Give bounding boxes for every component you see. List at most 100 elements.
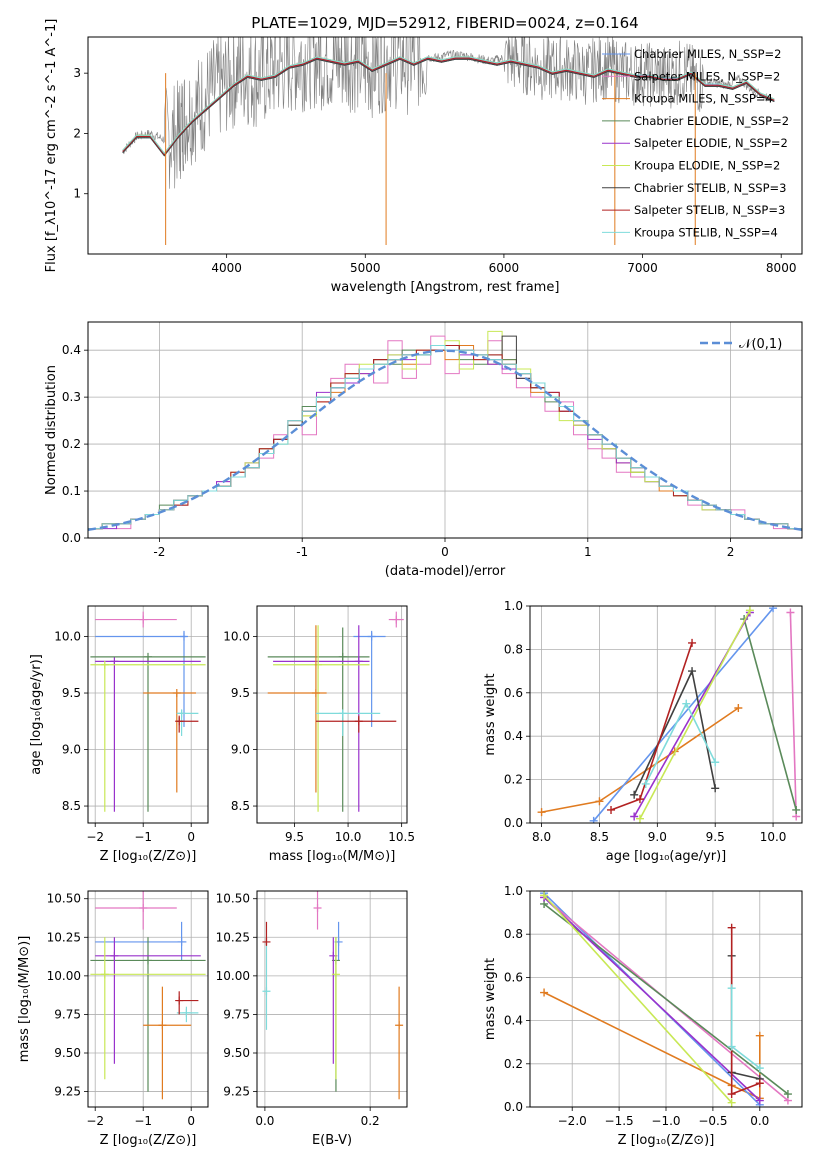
weight-marker	[792, 805, 801, 814]
panel-weight_vs_age: 8.0 8.5 9.0 9.5 10.0 0.0 0.2 0.4 0.6 0.8 1.0 age [l…	[483, 599, 803, 864]
x-tick-label: −1	[134, 1114, 152, 1128]
weight-line	[543, 896, 761, 1102]
y-tick-label: 10.50	[216, 892, 250, 906]
weight-marker	[595, 797, 604, 806]
x-tick-label: −2	[86, 1114, 104, 1128]
axes-frame	[529, 605, 803, 824]
weight-marker	[755, 1031, 764, 1040]
y-tick-label: 0.2	[504, 1057, 523, 1071]
data-point	[177, 937, 186, 946]
x-tick-label: 0	[187, 1114, 195, 1128]
y-tick-label: 9.75	[54, 1007, 81, 1021]
data-point	[338, 652, 347, 661]
x-tick-label: 9.5	[706, 830, 725, 844]
y-tick-label: 9.75	[223, 1007, 250, 1021]
y-tick-label: 10.0	[54, 630, 81, 644]
data-point	[262, 987, 271, 996]
weight-marker	[755, 1079, 764, 1088]
weight-marker	[727, 923, 736, 932]
weight-marker	[540, 891, 549, 900]
y-tick-label: 0.2	[504, 773, 523, 787]
y-tick-label: 0.6	[504, 686, 523, 700]
weight-marker	[783, 1090, 792, 1099]
y-tick-label: 0.1	[62, 484, 81, 498]
weight-marker	[589, 816, 598, 823]
weight-marker	[635, 795, 644, 804]
data-point	[180, 632, 188, 641]
x-axis-label: age [log₁₀(age/yr)]	[606, 849, 727, 864]
x-axis-label: Z [log₁₀(Z/Z⊙)]	[618, 1133, 715, 1148]
x-tick-label: −2.0	[558, 1114, 587, 1128]
weight-line	[639, 609, 751, 820]
data-point	[158, 1021, 167, 1030]
y-tick-label: 8.5	[62, 799, 81, 813]
weight-marker	[755, 1064, 764, 1073]
weight-marker	[711, 758, 720, 767]
weight-marker	[727, 1098, 736, 1107]
plot-area	[90, 611, 206, 812]
y-tick-label: 9.25	[54, 1085, 81, 1099]
x-tick-label: 8.0	[532, 830, 551, 844]
weight-marker	[537, 808, 546, 817]
weight-line	[789, 612, 797, 817]
x-tick-label: 10.5	[388, 830, 415, 844]
weight-line	[541, 707, 739, 813]
x-tick-label: 8000	[766, 261, 797, 275]
x-tick-label: −2	[86, 830, 104, 844]
x-tick-label: 9.5	[285, 830, 304, 844]
data-point	[354, 657, 363, 666]
y-tick-label: 2	[73, 126, 81, 140]
y-tick-label: 0.3	[62, 390, 81, 404]
x-tick-label: 5000	[350, 261, 381, 275]
axes-frame	[529, 890, 803, 1108]
legend-label: Salpeter STELIB, N_SSP=3	[634, 203, 785, 217]
y-tick-label: 0.8	[504, 927, 523, 941]
weight-marker	[727, 984, 736, 993]
x-tick-label: 0.2	[361, 1114, 380, 1128]
x-axis-label: mass [log₁₀(M/M⊙)]	[269, 849, 396, 864]
y-tick-label: 0.4	[504, 1014, 523, 1028]
weight-line	[543, 894, 733, 1104]
panel-age_vs_Z: −2 −1 0 8.5 9.0 9.5 10.0 Z [log₁₀(Z/Z⊙)] age [lo…	[29, 605, 209, 864]
model-line	[122, 56, 775, 155]
y-tick-label: 10.25	[216, 930, 250, 944]
y-tick-label: 0.2	[62, 437, 81, 451]
weight-marker	[682, 699, 691, 708]
x-tick-label: 1	[584, 545, 592, 559]
plot-area	[122, 37, 775, 245]
gaussian-curve	[88, 349, 802, 531]
x-tick-label: −0.5	[698, 1114, 727, 1128]
weight-line	[743, 618, 797, 811]
y-tick-label: 0.0	[504, 1100, 523, 1114]
data-point	[144, 956, 152, 965]
y-axis-label: age [log₁₀(age/yr)]	[29, 654, 44, 775]
y-tick-label: 0.4	[62, 343, 81, 357]
y-tick-label: 9.25	[223, 1085, 250, 1099]
y-tick-label: 9.0	[62, 743, 81, 757]
data-point	[100, 970, 109, 979]
data-point	[110, 657, 119, 666]
weight-marker	[635, 814, 644, 823]
x-axis-label: Z [log₁₀(Z/Z⊙)]	[100, 1133, 197, 1148]
y-tick-label: 9.50	[223, 1046, 250, 1060]
panel-weight_vs_Z: −2.0 −1.5 −1.0 −0.5 0.0 0.0 0.2 0.4 0.6 0.8 1.0 Z […	[483, 884, 803, 1148]
weight-marker	[727, 1042, 736, 1051]
legend-label: Salpeter MILES, N_SSP=2	[634, 69, 780, 83]
y-axis-label: Normed distribution	[44, 365, 59, 495]
weight-marker	[727, 1090, 736, 1099]
y-tick-label: 10.25	[47, 930, 81, 944]
weight-marker	[755, 1096, 764, 1105]
panel-mass_vs_EBV: 0.0 0.2 9.25 9.50 9.75 10.00 10.25 10.50 E(B-V)	[216, 890, 408, 1148]
data-point	[175, 717, 184, 726]
x-tick-label: -2	[153, 545, 165, 559]
y-axis-label: mass weight	[483, 673, 498, 755]
x-axis-label: wavelength [Angstrom, rest frame]	[331, 280, 560, 295]
x-tick-label: 4000	[211, 261, 242, 275]
weight-marker	[607, 805, 616, 814]
x-tick-label: 0.0	[750, 1114, 769, 1128]
y-axis-label: mass [log₁₀(M/M⊙)]	[17, 936, 32, 1063]
x-tick-label: 7000	[627, 261, 658, 275]
x-tick-label: 9.0	[648, 830, 667, 844]
weight-line	[730, 988, 761, 1069]
data-point	[392, 615, 401, 624]
